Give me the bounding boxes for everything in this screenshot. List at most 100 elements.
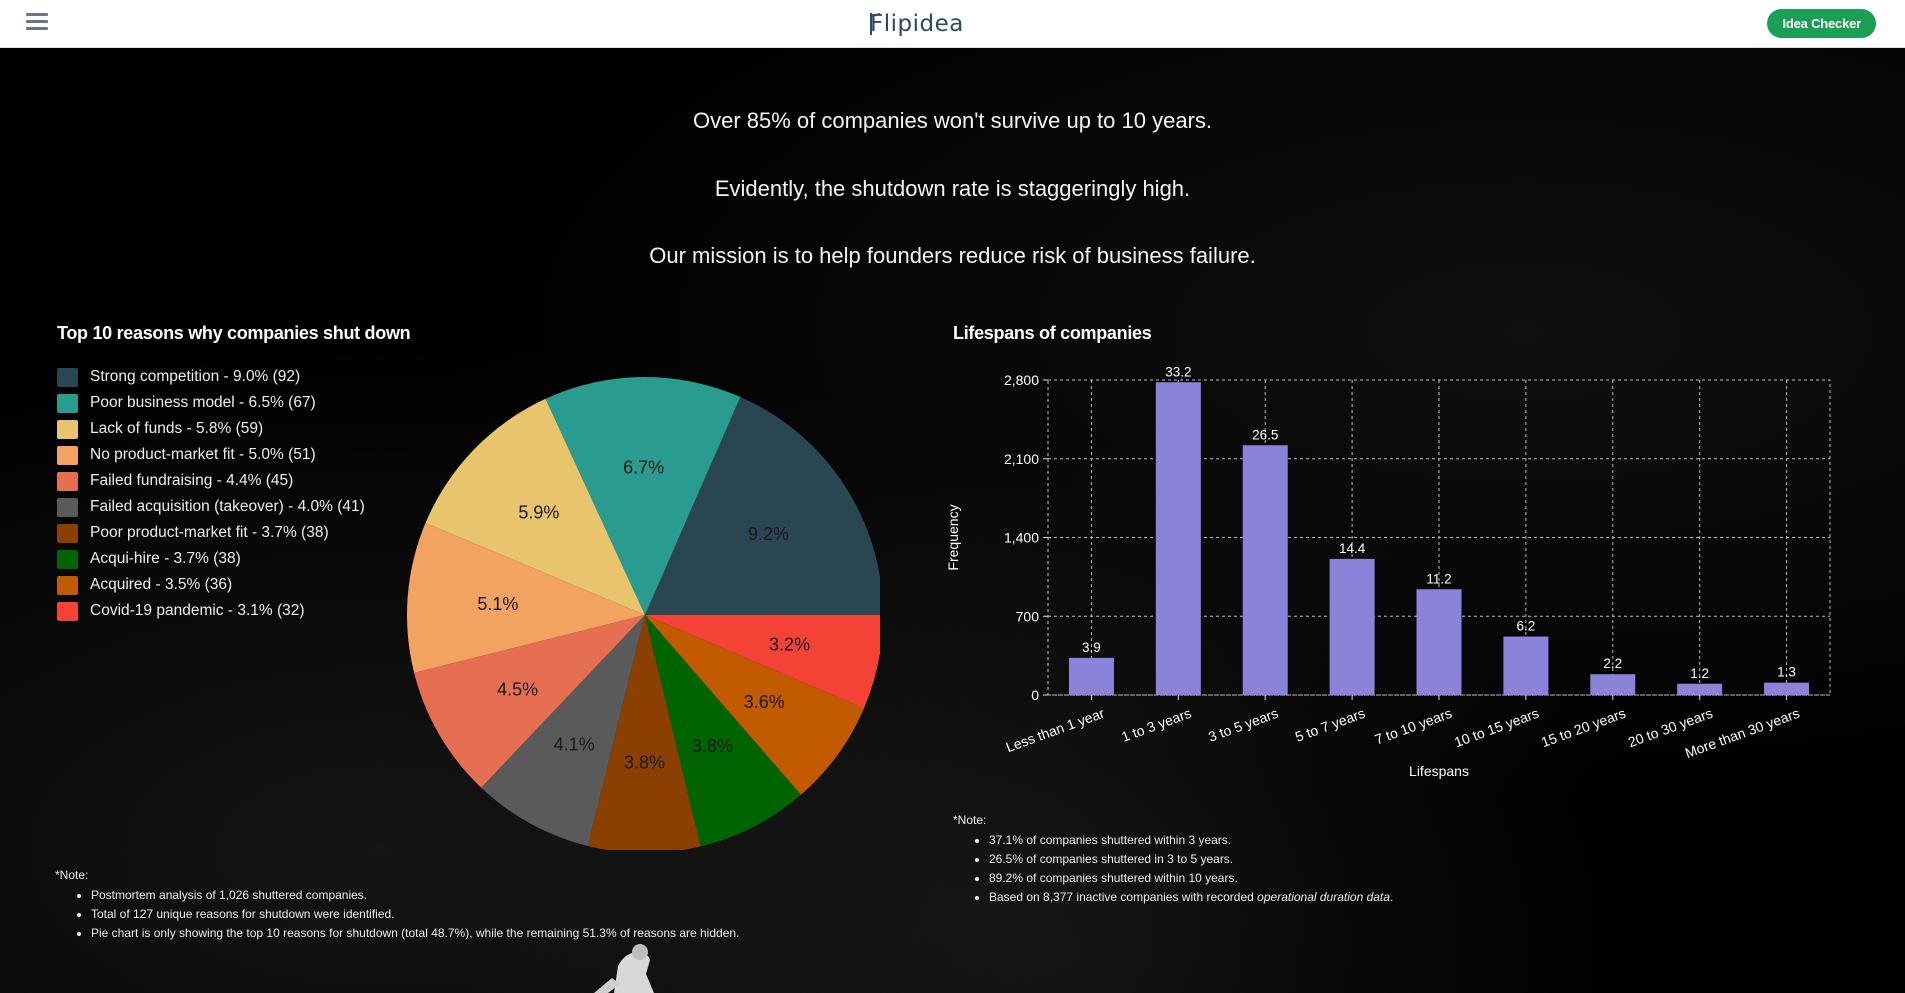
bar-chart: 0 700 1,400 2,100 2,800 3.9 Less than 1 year 33… <box>945 364 1831 779</box>
headline-3: Our mission is to help founders reduce r… <box>649 243 1256 268</box>
pie-slice[interactable] <box>645 396 880 615</box>
pie-slice-label: 5.9% <box>518 502 559 522</box>
pie-chart-note: *Note: Postmortem analysis of 1,026 shut… <box>55 868 739 943</box>
y-tick-label: 1,400 <box>1004 530 1039 546</box>
legend-swatch <box>57 549 78 569</box>
note-item: Pie chart is only showing the top 10 rea… <box>91 924 739 943</box>
pie-slice[interactable] <box>645 615 864 795</box>
legend-label: Covid-19 pandemic - 3.1% (32) <box>90 602 305 619</box>
legend-item[interactable]: Failed fundraising - 4.4% (45) <box>57 468 365 494</box>
legend-swatch <box>57 393 78 413</box>
bar[interactable] <box>1764 682 1810 695</box>
legend-item[interactable]: Strong competition - 9.0% (92) <box>57 364 365 390</box>
note-item: 89.2% of companies shuttered within 10 y… <box>989 869 1393 888</box>
legend-swatch <box>57 471 78 491</box>
bar-data-label: 33.2 <box>1165 364 1191 379</box>
bar[interactable] <box>1329 558 1375 695</box>
bar[interactable] <box>1590 674 1636 695</box>
legend-swatch <box>57 575 78 595</box>
headline-1: Over 85% of companies won't survive up t… <box>692 108 1212 133</box>
note-item: Postmortem analysis of 1,026 shuttered c… <box>91 886 739 905</box>
bar-data-label: 14.4 <box>1339 541 1366 556</box>
legend-label: Acquired - 3.5% (36) <box>90 576 233 593</box>
bar[interactable] <box>1416 589 1462 695</box>
pie-slice[interactable] <box>425 398 645 615</box>
logo-text: Flipidea <box>870 11 964 37</box>
note-tail: . <box>1389 890 1394 904</box>
pie-slice[interactable] <box>545 377 741 615</box>
legend-swatch <box>57 445 78 465</box>
pie-slice-label: 5.1% <box>477 594 518 614</box>
x-tick-label: 10 to 15 years <box>1452 705 1541 750</box>
note-item: Based on 8,377 inactive companies with r… <box>989 888 1393 907</box>
note-item: Total of 127 unique reasons for shutdown… <box>91 905 739 924</box>
x-tick-label: Less than 1 year <box>1004 705 1107 756</box>
note-item: 37.1% of companies shuttered within 3 ye… <box>989 831 1393 850</box>
pie-slice[interactable] <box>645 615 801 847</box>
bar[interactable] <box>1242 445 1288 695</box>
idea-checker-button[interactable]: Idea Checker <box>1767 9 1876 38</box>
pie-slice-label: 6.7% <box>623 457 664 477</box>
pie-slice[interactable] <box>481 615 645 847</box>
legend-label: Poor business model - 6.5% (67) <box>90 394 316 411</box>
legend-swatch <box>57 497 78 517</box>
bar[interactable] <box>1068 657 1114 695</box>
legend-swatch <box>57 367 78 387</box>
pie-slice[interactable] <box>587 615 701 850</box>
headline-2: Evidently, the shutdown rate is staggeri… <box>714 176 1191 201</box>
legend-item[interactable]: Poor business model - 6.5% (67) <box>57 390 365 416</box>
pie-slice-label: 3.8% <box>692 736 733 756</box>
legend-swatch <box>57 601 78 621</box>
pie-slice-label: 9.2% <box>748 524 789 544</box>
pie-chart: 9.2% 6.7% 5.9% 5.1% 4.5% 4.1% 3.8% 3.8% 3.6% 3.2% <box>407 377 880 850</box>
pie-slice[interactable] <box>414 615 645 788</box>
note-text: Based on 8,377 inactive companies with r… <box>989 890 1258 904</box>
pie-slice[interactable] <box>407 523 645 673</box>
note-heading: *Note: <box>55 868 89 882</box>
pie-chart-legend: Strong competition - 9.0% (92) Poor busin… <box>57 364 365 624</box>
pie-slice-label: 3.8% <box>624 753 665 773</box>
pie-slice[interactable] <box>645 615 880 709</box>
bar-data-label: 26.5 <box>1252 427 1278 442</box>
bar-data-label: 6.2 <box>1516 619 1535 634</box>
legend-swatch <box>57 523 78 543</box>
y-tick-label: 2,800 <box>1004 372 1039 388</box>
legend-item[interactable]: Failed acquisition (takeover) - 4.0% (41… <box>57 494 365 520</box>
legend-label: No product-market fit - 5.0% (51) <box>90 446 316 463</box>
legend-label: Failed fundraising - 4.4% (45) <box>90 472 294 489</box>
y-axis-title: Frequency <box>945 504 961 570</box>
legend-item[interactable]: No product-market fit - 5.0% (51) <box>57 442 365 468</box>
logo[interactable]: Flipidea <box>868 8 1038 40</box>
flipidea-logo-mark-icon <box>870 13 881 35</box>
pie-slice-label: 3.6% <box>744 692 785 712</box>
x-axis-title: Lifespans <box>1409 763 1469 779</box>
legend-item[interactable]: Poor product-market fit - 3.7% (38) <box>57 520 365 546</box>
hamburger-icon[interactable] <box>26 13 48 33</box>
legend-swatch <box>57 419 78 439</box>
background-photo <box>0 48 1905 993</box>
pie-slice-label: 4.1% <box>554 734 595 754</box>
pie-slice-label: 4.5% <box>497 679 538 699</box>
bar-data-label: 3.9 <box>1082 640 1101 655</box>
bar[interactable] <box>1155 382 1201 695</box>
legend-label: Failed acquisition (takeover) - 4.0% (41… <box>90 498 365 515</box>
note-heading: *Note: <box>953 813 987 827</box>
legend-label: Poor product-market fit - 3.7% (38) <box>90 524 329 541</box>
top-navigation-bar: Flipidea Idea Checker <box>0 0 1905 48</box>
note-item: 26.5% of companies shuttered in 3 to 5 y… <box>989 850 1393 869</box>
legend-item[interactable]: Covid-19 pandemic - 3.1% (32) <box>57 598 365 624</box>
legend-label: Acqui-hire - 3.7% (38) <box>90 550 241 567</box>
bar-chart-title: Lifespans of companies <box>953 323 1152 343</box>
bar[interactable] <box>1503 636 1549 696</box>
legend-item[interactable]: Lack of funds - 5.8% (59) <box>57 416 365 442</box>
x-tick-label: 1 to 3 years <box>1119 705 1193 745</box>
background-person-image <box>594 944 654 993</box>
y-tick-label: 700 <box>1016 608 1040 624</box>
legend-label: Strong competition - 9.0% (92) <box>90 368 301 385</box>
legend-item[interactable]: Acquired - 3.5% (36) <box>57 572 365 598</box>
legend-item[interactable]: Acqui-hire - 3.7% (38) <box>57 546 365 572</box>
x-tick-label: 5 to 7 years <box>1293 705 1367 745</box>
x-tick-label: 3 to 5 years <box>1206 705 1280 745</box>
bar-data-label: 1.3 <box>1777 665 1796 680</box>
bar[interactable] <box>1677 683 1723 695</box>
